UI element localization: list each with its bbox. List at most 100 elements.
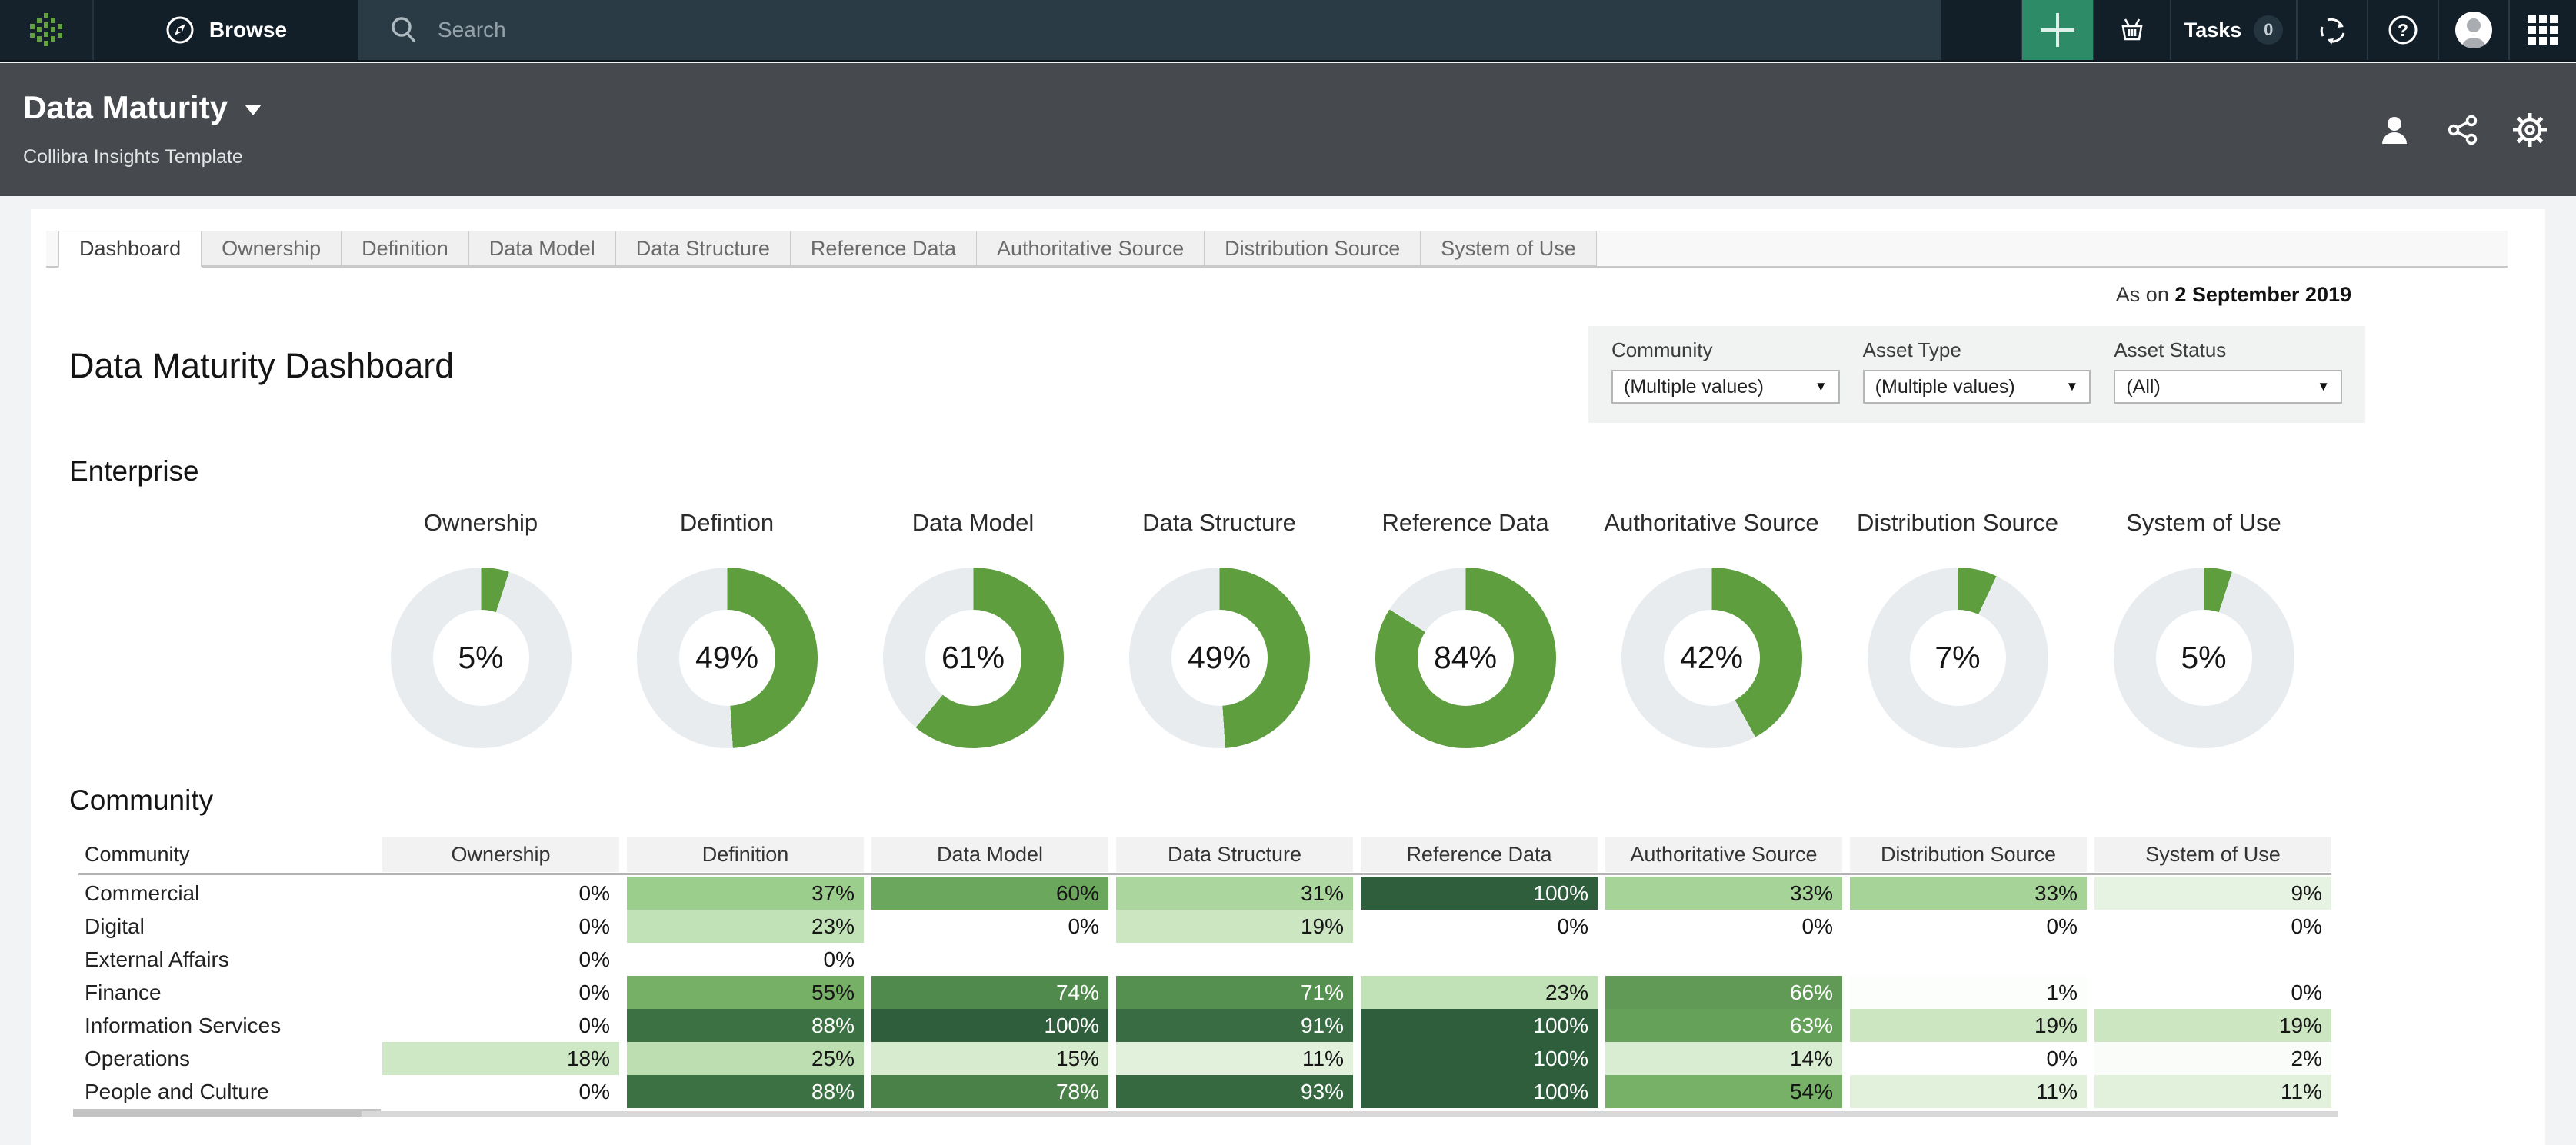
heat-cell-operations-data-model[interactable]: 15%: [871, 1042, 1108, 1075]
heat-cell-operations-system-of-use[interactable]: 2%: [2094, 1042, 2331, 1075]
heat-cell-information-services-distribution-source[interactable]: 19%: [1850, 1009, 2087, 1042]
heat-cell-commercial-data-structure[interactable]: 31%: [1116, 877, 1353, 910]
asset-status-filter-dropdown[interactable]: (All) ▼: [2114, 370, 2343, 404]
tab-reference-data[interactable]: Reference Data: [789, 231, 977, 266]
as-on-prefix: As on: [2115, 283, 2169, 306]
table-scrollbar-track[interactable]: [362, 1111, 2338, 1117]
donut-chart-system-of-use[interactable]: 5%: [2113, 568, 2294, 748]
heat-cell-operations-distribution-source[interactable]: 0%: [1850, 1042, 2087, 1075]
top-navigation: Browse: [0, 0, 2576, 62]
heat-cell-finance-distribution-source[interactable]: 1%: [1850, 976, 2087, 1009]
donut-chart-data-structure[interactable]: 49%: [1128, 568, 1310, 748]
user-avatar[interactable]: [2438, 0, 2508, 60]
heat-cell-external-affairs-data-structure: [1116, 943, 1353, 976]
asset-type-filter-dropdown[interactable]: (Multiple values) ▼: [1862, 370, 2091, 404]
heat-cell-information-services-reference-data[interactable]: 100%: [1361, 1009, 1598, 1042]
heat-cell-operations-definition[interactable]: 25%: [627, 1042, 864, 1075]
heat-cell-external-affairs-definition[interactable]: 0%: [627, 943, 864, 976]
donut-percentage: 7%: [1909, 610, 2006, 706]
donut-percentage: 84%: [1417, 610, 1514, 706]
heat-cell-commercial-ownership[interactable]: 0%: [382, 877, 619, 910]
person-icon[interactable]: [2376, 112, 2413, 148]
community-filter-dropdown[interactable]: (Multiple values) ▼: [1611, 370, 1840, 404]
heat-cell-digital-authoritative-source[interactable]: 0%: [1605, 910, 1842, 943]
help-button[interactable]: ?: [2367, 0, 2438, 60]
heat-cell-operations-data-structure[interactable]: 11%: [1116, 1042, 1353, 1075]
heat-cell-external-affairs-ownership[interactable]: 0%: [382, 943, 619, 976]
heat-cell-external-affairs-data-model: [871, 943, 1108, 976]
tab-data-structure[interactable]: Data Structure: [615, 231, 791, 266]
tasks-button[interactable]: Tasks 0: [2170, 0, 2296, 60]
report-title-dropdown[interactable]: Data Maturity: [23, 89, 262, 126]
heat-cell-operations-reference-data[interactable]: 100%: [1361, 1042, 1598, 1075]
dropdown-value: (Multiple values): [1875, 375, 2015, 398]
heat-cell-commercial-definition[interactable]: 37%: [627, 877, 864, 910]
heat-cell-information-services-data-model[interactable]: 100%: [871, 1009, 1108, 1042]
row-label: Operations: [78, 1042, 375, 1075]
tab-data-model[interactable]: Data Model: [468, 231, 616, 266]
heat-cell-digital-data-structure[interactable]: 19%: [1116, 910, 1353, 943]
tab-definition[interactable]: Definition: [341, 231, 469, 266]
heat-cell-finance-definition[interactable]: 55%: [627, 976, 864, 1009]
share-icon[interactable]: [2444, 112, 2481, 148]
donut-chart-data-model[interactable]: 61%: [882, 568, 1064, 748]
heat-cell-people-and-culture-reference-data[interactable]: 100%: [1361, 1075, 1598, 1108]
heat-cell-operations-authoritative-source[interactable]: 14%: [1605, 1042, 1842, 1075]
heat-cell-digital-distribution-source[interactable]: 0%: [1850, 910, 2087, 943]
donut-defintion: Defintion 49%: [604, 509, 850, 748]
heat-cell-people-and-culture-data-model[interactable]: 78%: [871, 1075, 1108, 1108]
heat-cell-digital-reference-data[interactable]: 0%: [1361, 910, 1598, 943]
tab-system-of-use[interactable]: System of Use: [1420, 231, 1597, 266]
heat-cell-commercial-authoritative-source[interactable]: 33%: [1605, 877, 1842, 910]
tab-ownership[interactable]: Ownership: [201, 231, 342, 266]
donut-label: Reference Data: [1381, 509, 1549, 536]
tab-distribution-source[interactable]: Distribution Source: [1204, 231, 1421, 266]
heat-cell-information-services-authoritative-source[interactable]: 63%: [1605, 1009, 1842, 1042]
heat-cell-finance-reference-data[interactable]: 23%: [1361, 976, 1598, 1009]
heat-cell-commercial-reference-data[interactable]: 100%: [1361, 877, 1598, 910]
heat-cell-finance-ownership[interactable]: 0%: [382, 976, 619, 1009]
donut-chart-defintion[interactable]: 49%: [636, 568, 818, 748]
table-scrollbar-thumb[interactable]: [73, 1109, 381, 1117]
donut-chart-authoritative-source[interactable]: 42%: [1621, 568, 1802, 748]
heat-cell-digital-ownership[interactable]: 0%: [382, 910, 619, 943]
heat-cell-people-and-culture-system-of-use[interactable]: 11%: [2094, 1075, 2331, 1108]
tab-dashboard[interactable]: Dashboard: [58, 231, 202, 268]
basket-button[interactable]: [2093, 0, 2170, 60]
heat-cell-operations-ownership[interactable]: 18%: [382, 1042, 619, 1075]
donut-chart-distribution-source[interactable]: 7%: [1867, 568, 2048, 748]
heat-cell-commercial-system-of-use[interactable]: 9%: [2094, 877, 2331, 910]
browse-button[interactable]: Browse: [92, 0, 358, 60]
heat-cell-information-services-definition[interactable]: 88%: [627, 1009, 864, 1042]
heat-cell-people-and-culture-definition[interactable]: 88%: [627, 1075, 864, 1108]
heat-cell-information-services-system-of-use[interactable]: 19%: [2094, 1009, 2331, 1042]
gear-icon[interactable]: [2511, 112, 2548, 148]
sync-button[interactable]: [2296, 0, 2367, 60]
heat-cell-commercial-distribution-source[interactable]: 33%: [1850, 877, 2087, 910]
heat-cell-information-services-data-structure[interactable]: 91%: [1116, 1009, 1353, 1042]
collibra-logo[interactable]: [0, 0, 92, 60]
donut-system-of-use: System of Use 5%: [2081, 509, 2327, 748]
create-button[interactable]: [2021, 0, 2093, 60]
tab-authoritative-source[interactable]: Authoritative Source: [975, 231, 1205, 266]
heat-cell-finance-data-structure[interactable]: 71%: [1116, 976, 1353, 1009]
heat-cell-people-and-culture-data-structure[interactable]: 93%: [1116, 1075, 1353, 1108]
heat-cell-finance-data-model[interactable]: 74%: [871, 976, 1108, 1009]
donut-chart-reference-data[interactable]: 84%: [1375, 568, 1556, 748]
heat-cell-people-and-culture-authoritative-source[interactable]: 54%: [1605, 1075, 1842, 1108]
donut-label: Ownership: [423, 509, 538, 536]
heat-cell-people-and-culture-ownership[interactable]: 0%: [382, 1075, 619, 1108]
donut-chart-ownership[interactable]: 5%: [390, 568, 572, 748]
heat-cell-information-services-ownership[interactable]: 0%: [382, 1009, 619, 1042]
heat-cell-digital-data-model[interactable]: 0%: [871, 910, 1108, 943]
heatmap-header-row: Community Ownership Definition Data Model Da…: [78, 837, 2331, 872]
heat-cell-finance-system-of-use[interactable]: 0%: [2094, 976, 2331, 1009]
heat-cell-finance-authoritative-source[interactable]: 66%: [1605, 976, 1842, 1009]
heat-cell-people-and-culture-distribution-source[interactable]: 11%: [1850, 1075, 2087, 1108]
heat-cell-digital-definition[interactable]: 23%: [627, 910, 864, 943]
heat-cell-digital-system-of-use[interactable]: 0%: [2094, 910, 2331, 943]
apps-grid-button[interactable]: [2508, 0, 2576, 60]
nav-right-cluster: Tasks 0 ?: [1939, 0, 2576, 60]
search-input[interactable]: [438, 18, 899, 42]
heat-cell-commercial-data-model[interactable]: 60%: [871, 877, 1108, 910]
